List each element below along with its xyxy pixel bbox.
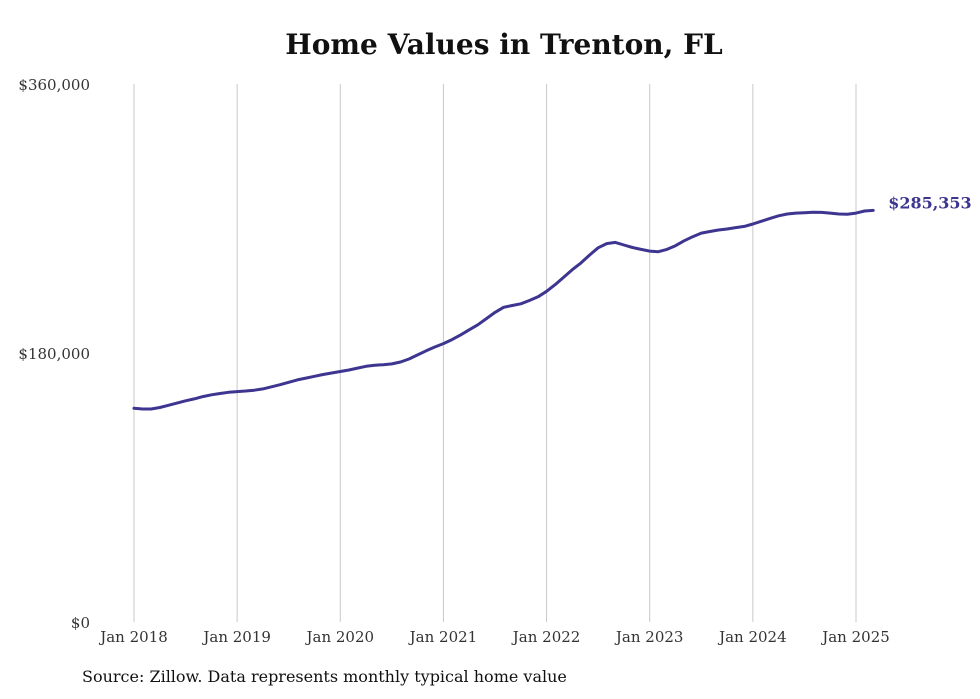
y-tick-label: $0: [71, 614, 90, 632]
x-tick-label: Jan 2019: [201, 628, 271, 646]
source-note: Source: Zillow. Data represents monthly …: [82, 667, 567, 686]
y-axis: $0 $180,000 $360,000: [18, 76, 90, 632]
x-tick-label: Jan 2023: [614, 628, 684, 646]
end-value-label: $285,353: [888, 193, 972, 212]
chart-title: Home Values in Trenton, FL: [285, 28, 723, 61]
series-line: [132, 208, 875, 411]
y-tick-label: $180,000: [18, 345, 90, 363]
x-tick-label: Jan 2021: [408, 628, 478, 646]
grid-lines: [133, 84, 857, 622]
x-axis: Jan 2018 Jan 2019 Jan 2020 Jan 2021 Jan 2022…: [98, 628, 890, 646]
series-line-group: [132, 208, 875, 411]
y-tick-label: $360,000: [18, 76, 90, 94]
x-tick-label: Jan 2022: [511, 628, 581, 646]
x-tick-label: Jan 2020: [305, 628, 375, 646]
x-tick-label: Jan 2018: [98, 628, 168, 646]
x-tick-label: Jan 2024: [717, 628, 787, 646]
x-tick-label: Jan 2025: [820, 628, 890, 646]
